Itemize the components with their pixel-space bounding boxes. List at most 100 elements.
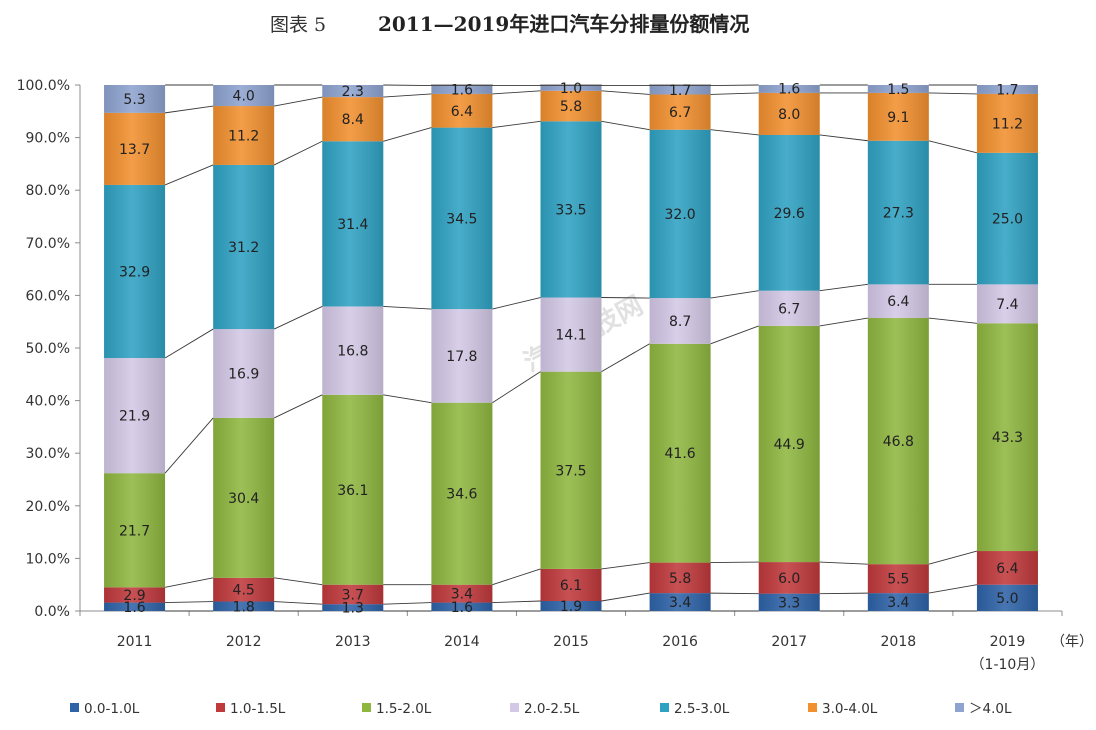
legend-label: 2.5-3.0L bbox=[674, 701, 730, 717]
bar-segment-shade bbox=[758, 85, 820, 93]
series-connector-line bbox=[273, 306, 323, 330]
bar-segment-shade bbox=[649, 94, 711, 130]
data-label: 16.8 bbox=[337, 344, 368, 360]
bar-segment-shade bbox=[431, 85, 493, 94]
legend-label: 1.5-2.0L bbox=[376, 701, 432, 717]
bar-segment-shade bbox=[213, 329, 275, 418]
bar-segment-shade bbox=[431, 402, 493, 585]
data-label: 1.7 bbox=[669, 83, 691, 99]
data-label: 32.9 bbox=[119, 264, 150, 280]
series-connector-line bbox=[710, 129, 759, 136]
bar-segment-shade bbox=[976, 152, 1038, 285]
y-tick-label: 0.0% bbox=[34, 604, 70, 620]
data-label: 4.5 bbox=[233, 583, 255, 599]
legend-label: 3.0-4.0L bbox=[822, 701, 878, 717]
series-connector-line bbox=[928, 550, 978, 565]
series-connector-line bbox=[492, 297, 541, 310]
bar-segment-shade bbox=[976, 551, 1038, 585]
data-label: 1.5 bbox=[887, 82, 909, 98]
data-label: 29.6 bbox=[774, 206, 805, 222]
y-tick-label: 80.0% bbox=[26, 183, 70, 199]
y-tick-label: 40.0% bbox=[26, 394, 70, 410]
data-label: 43.3 bbox=[992, 430, 1023, 446]
y-tick-label: 90.0% bbox=[26, 131, 70, 147]
series-connector-line bbox=[710, 290, 759, 299]
data-label: 2.9 bbox=[123, 588, 145, 604]
data-label: 1.6 bbox=[451, 600, 473, 616]
series-connector-line bbox=[164, 328, 214, 359]
data-label: 1.7 bbox=[996, 82, 1018, 98]
x-axis-unit-label: （年） bbox=[1051, 634, 1093, 650]
y-tick-label: 20.0% bbox=[26, 499, 70, 515]
data-label: 6.4 bbox=[887, 294, 909, 310]
bar-segment-shade bbox=[213, 164, 275, 330]
legend: 0.0-1.0L 1.0-1.5L 1.5-2.0L 2.0-2.5L 2.5-3.0L… bbox=[70, 701, 1012, 717]
data-label: 30.4 bbox=[228, 491, 259, 507]
bar-segment-shade bbox=[104, 587, 166, 603]
data-label: 46.8 bbox=[883, 434, 914, 450]
legend-swatch bbox=[808, 703, 817, 712]
series-connector-line bbox=[819, 134, 868, 142]
data-label: 25.0 bbox=[992, 212, 1023, 228]
bar-segment-shade bbox=[649, 85, 711, 95]
series-connector-line bbox=[383, 84, 432, 86]
legend-label: 2.0-2.5L bbox=[524, 701, 580, 717]
series-connector-line bbox=[710, 561, 759, 564]
data-label: 33.5 bbox=[555, 202, 586, 218]
bar-segment-shade bbox=[213, 601, 275, 611]
bar-segment-shade bbox=[867, 85, 929, 93]
data-label: 27.3 bbox=[883, 206, 914, 222]
series-connector-line bbox=[928, 140, 978, 154]
series-connector-line bbox=[273, 140, 323, 166]
bar-segment-shade bbox=[213, 417, 275, 578]
bar-segment-shade bbox=[322, 306, 384, 395]
series-connector-line bbox=[492, 600, 541, 604]
bar-segment-shade bbox=[649, 343, 711, 563]
x-tick-label: 2014 bbox=[444, 634, 480, 650]
data-label: 3.3 bbox=[778, 595, 800, 611]
bar-segment-shade bbox=[104, 473, 166, 588]
data-label: 31.4 bbox=[337, 217, 368, 233]
bar-segment-shade bbox=[431, 127, 493, 310]
data-label: 34.5 bbox=[446, 211, 477, 227]
bar-segment-shade bbox=[649, 129, 711, 299]
data-label: 1.6 bbox=[451, 83, 473, 99]
legend-swatch bbox=[955, 703, 964, 712]
series-connector-line bbox=[710, 592, 759, 595]
bar-segment-shade bbox=[758, 92, 820, 135]
data-label: 11.2 bbox=[228, 128, 259, 144]
data-label: 1.3 bbox=[342, 601, 364, 617]
series-connector-line bbox=[601, 592, 650, 602]
series-connector-line bbox=[710, 92, 759, 95]
series-connector-line bbox=[819, 317, 868, 327]
bar-segment-shade bbox=[104, 112, 166, 185]
bar-segment-shade bbox=[213, 106, 275, 165]
data-label: 8.7 bbox=[669, 314, 691, 330]
legend-label: ＞4.0L bbox=[969, 701, 1012, 717]
series-connector-line bbox=[928, 584, 978, 594]
bar-segment-shade bbox=[540, 90, 602, 122]
series-connector-line bbox=[492, 371, 541, 404]
data-label: 14.1 bbox=[555, 328, 586, 344]
series-connector-line bbox=[819, 561, 868, 565]
data-label: 1.6 bbox=[123, 600, 145, 616]
legend-swatch bbox=[70, 703, 79, 712]
bar-segment-shade bbox=[758, 134, 820, 291]
data-label: 41.6 bbox=[665, 446, 696, 462]
bar-segment-shade bbox=[431, 602, 493, 611]
legend-label: 1.0-1.5L bbox=[230, 701, 286, 717]
bar-segment-shade bbox=[976, 584, 1038, 611]
bar-segment-shade bbox=[104, 602, 166, 611]
legend-swatch bbox=[660, 703, 669, 712]
data-label: 13.7 bbox=[119, 142, 150, 158]
series-connector-line bbox=[164, 417, 214, 474]
legend-swatch bbox=[216, 703, 225, 712]
data-label: 6.1 bbox=[560, 578, 582, 594]
x-tick-sublabel: （1-10月） bbox=[971, 657, 1045, 673]
series-connector-line bbox=[928, 317, 977, 324]
data-label: 37.5 bbox=[555, 463, 586, 479]
series-connector-line bbox=[383, 602, 432, 605]
x-tick-label: 2015 bbox=[553, 634, 589, 650]
series-connector-line bbox=[601, 120, 650, 131]
